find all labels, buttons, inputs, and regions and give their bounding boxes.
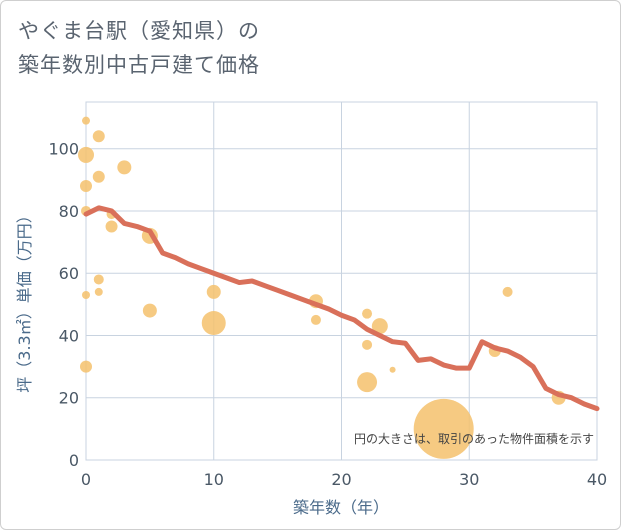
y-tick-label: 20 <box>59 389 79 408</box>
data-bubble <box>93 274 104 285</box>
x-tick-label: 0 <box>81 470 91 489</box>
data-bubble <box>201 311 226 336</box>
data-bubble <box>82 291 90 300</box>
data-bubble <box>362 339 373 350</box>
y-tick-label: 100 <box>48 140 79 159</box>
chart-title: やぐま台駅（愛知県）の 築年数別中古戸建て価格 <box>18 14 260 82</box>
data-bubble <box>142 303 157 318</box>
data-bubble <box>357 372 378 393</box>
data-bubble <box>502 286 513 297</box>
x-axis-title: 築年数（年） <box>293 498 389 517</box>
y-tick-label: 60 <box>59 264 79 283</box>
grid-lines <box>86 102 597 460</box>
data-bubble <box>78 146 94 163</box>
y-tick-label: 0 <box>69 451 79 470</box>
data-bubble <box>92 130 105 143</box>
data-bubble <box>206 284 221 299</box>
data-bubble <box>362 308 373 319</box>
x-tick-label: 40 <box>587 470 607 489</box>
data-bubble <box>80 180 92 193</box>
y-tick-label: 80 <box>59 202 79 221</box>
data-bubble <box>105 220 118 233</box>
trend-line <box>83 205 600 412</box>
chart-title-line2: 築年数別中古戸建て価格 <box>18 53 260 77</box>
data-bubble <box>82 116 90 125</box>
y-axis-title: 坪（3.3㎡）単価（万円） <box>15 207 34 392</box>
y-tick-label: 40 <box>59 326 79 345</box>
data-bubble <box>310 314 321 325</box>
data-bubble <box>94 287 103 296</box>
data-bubble <box>117 160 132 175</box>
chart-title-line1: やぐま台駅（愛知県）の <box>18 19 260 43</box>
x-tick-label: 20 <box>331 470 351 489</box>
data-bubble <box>371 318 388 335</box>
tick-labels: 0 10 20 30 40 0 20 40 60 80 100 <box>48 140 607 489</box>
size-note: 円の大きさは、取引のあった物件面積を示す <box>354 431 594 446</box>
data-bubble <box>413 398 474 459</box>
trend-layer <box>83 205 600 412</box>
data-bubble <box>92 170 105 183</box>
x-tick-label: 10 <box>204 470 224 489</box>
data-bubble <box>80 360 92 373</box>
data-bubble <box>389 366 396 373</box>
x-tick-label: 30 <box>459 470 479 489</box>
